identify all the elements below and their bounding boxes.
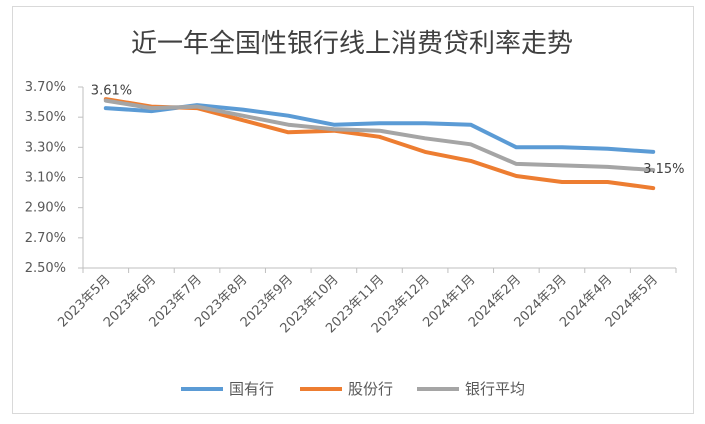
series-lines — [103, 97, 656, 191]
data-label: 3.61% — [91, 84, 132, 99]
series-line-2 — [103, 97, 656, 191]
y-tick-label: 2.50% — [25, 261, 66, 276]
legend: 国有行 股份行 银行平均 — [181, 380, 525, 398]
chart-frame — [12, 6, 694, 414]
data-label: 3.15% — [643, 162, 684, 177]
legend-label: 股份行 — [348, 380, 393, 398]
series-line-1 — [103, 103, 656, 154]
y-tick-label: 2.70% — [25, 231, 66, 246]
chart-title: 近一年全国性银行线上消费贷利率走势 — [131, 29, 573, 59]
y-tick-label: 3.30% — [25, 140, 66, 155]
y-tick-label: 3.50% — [25, 110, 66, 125]
y-tick-label: 3.10% — [25, 171, 66, 186]
series-line-3 — [103, 98, 656, 172]
legend-label: 银行平均 — [465, 380, 525, 398]
y-tick-label: 3.70% — [25, 80, 66, 95]
y-tick-label: 2.90% — [25, 201, 66, 216]
axes: 2.50%2.70%2.90%3.10%3.30%3.50%3.70%2023年… — [25, 80, 677, 336]
data-labels: 3.61% 3.15% — [91, 84, 685, 177]
legend-label: 国有行 — [229, 380, 274, 398]
